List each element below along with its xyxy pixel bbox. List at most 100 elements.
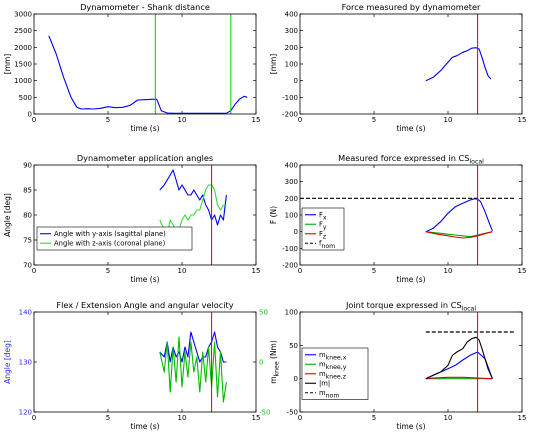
x-tick-label: 0 (298, 267, 302, 275)
axes-box (299, 311, 523, 413)
x-tick-label: 15 (252, 116, 261, 124)
x-tick-label: 0 (32, 414, 36, 422)
x-tick-label: 5 (106, 116, 110, 124)
chart-6: Joint torque expressed in CSlocal 0 5 10 15 t… (269, 300, 526, 431)
y-tick-label: 400 (285, 11, 298, 19)
y-tick-label: -200 (282, 111, 298, 119)
y-axis-label: F (N) (269, 206, 278, 224)
y-tick-label: 3000 (14, 11, 32, 19)
series-line-2 (425, 231, 493, 238)
x-tick-label: 5 (106, 414, 110, 422)
chart-3: Dynamometer application angles 0 5 10 15 time… (3, 153, 260, 284)
y-right-tick-label: -50 (259, 409, 270, 417)
series-line-1 (48, 35, 248, 114)
axes-box (299, 13, 523, 115)
y-right-tick-label: 50 (259, 309, 268, 317)
y-tick-label: 85 (23, 187, 32, 195)
legend-box (36, 226, 193, 251)
chart-title: Force measured by dynamometer (342, 2, 481, 12)
x-tick-label: 0 (32, 267, 36, 275)
x-axis-label: time (s) (396, 124, 425, 133)
legend-label: Angle with z-axis (coronal plane) (54, 240, 166, 248)
chart-title: Dynamometer - Shank distance (80, 2, 210, 12)
data-layer (300, 165, 515, 265)
chart-title: Measured force expressed in CSlocal (338, 153, 484, 166)
y-axis-label: [mm] (3, 54, 12, 75)
legend-label: mknee,z (319, 370, 346, 381)
y-axis-label: Angle [deg] (3, 193, 12, 237)
x-tick-label: 15 (518, 116, 527, 124)
data-layer (425, 312, 515, 412)
y-tick-label: 100 (285, 212, 298, 220)
x-tick-label: 0 (298, 414, 302, 422)
x-tick-label: 5 (372, 116, 376, 124)
y-right-tick-label: 0 (259, 359, 263, 367)
legend-label: Fy (319, 221, 327, 232)
x-tick-label: 5 (372, 414, 376, 422)
x-axis-label: time (s) (130, 124, 159, 133)
series-line-2 (159, 336, 227, 403)
x-tick-label: 15 (252, 267, 261, 275)
x-tick-label: 10 (444, 116, 453, 124)
y-tick-label: 120 (19, 409, 32, 417)
series-line-4 (425, 336, 493, 380)
plot-area (34, 312, 256, 412)
y-tick-label: -50 (287, 409, 298, 417)
y-tick-label: 200 (285, 195, 298, 203)
axes-box (33, 13, 257, 115)
legend-label: mnom (319, 389, 339, 400)
x-tick-label: 5 (372, 267, 376, 275)
y-tick-label: 0 (294, 375, 298, 383)
y-axis-label: mknee (Nm) (269, 340, 281, 384)
y-tick-label: 80 (23, 212, 32, 220)
x-axis-label: time (s) (396, 422, 425, 431)
y-tick-label: -200 (282, 262, 298, 270)
x-tick-label: 10 (178, 414, 187, 422)
x-tick-label: 10 (444, 267, 453, 275)
x-tick-label: 10 (178, 267, 187, 275)
y-tick-label: 140 (19, 309, 32, 317)
data-layer (159, 312, 227, 412)
x-tick-label: 15 (518, 414, 527, 422)
legend-label: |m| (319, 380, 330, 388)
y-tick-label: 70 (23, 262, 32, 270)
chart-title: Dynamometer application angles (77, 153, 213, 163)
y-tick-label: 300 (285, 27, 298, 35)
y-tick-label: 0 (294, 77, 298, 85)
series-line-1 (425, 47, 492, 82)
y-tick-label: 1500 (14, 61, 32, 69)
series-line-1 (425, 198, 493, 233)
series-line-1 (159, 331, 227, 363)
y-tick-label: -100 (282, 245, 298, 253)
y-tick-label: 2000 (14, 44, 32, 52)
x-tick-label: 5 (106, 267, 110, 275)
axes-box (33, 311, 257, 413)
y-tick-label: 1000 (14, 77, 32, 85)
series-line-3 (425, 231, 493, 239)
x-tick-label: 0 (298, 116, 302, 124)
y-axis-label: [mm] (269, 54, 278, 75)
data-layer (159, 165, 227, 265)
x-tick-label: 15 (252, 414, 261, 422)
y-tick-label: 300 (285, 178, 298, 186)
y-tick-label: 500 (19, 94, 32, 102)
legend-label: Fx (319, 211, 327, 222)
legend-label: mknee,x (319, 351, 347, 362)
y-tick-label: 0 (28, 111, 32, 119)
y-tick-label: 200 (285, 44, 298, 52)
y-axis-label: Angle [deg] (3, 340, 12, 384)
x-tick-label: 10 (444, 414, 453, 422)
y-tick-label: 400 (285, 162, 298, 170)
y-tick-label: 0 (294, 228, 298, 236)
chart-1: Dynamometer - Shank distance 0 5 10 15 time (… (3, 2, 260, 133)
legend-label: Fz (319, 230, 326, 241)
x-tick-label: 10 (178, 116, 187, 124)
legend-label: mknee,y (319, 361, 347, 372)
y-tick-label: 130 (19, 359, 32, 367)
axes-box (299, 164, 523, 266)
series-line-3 (425, 376, 493, 380)
data-layer (48, 14, 248, 114)
x-axis-label: time (s) (396, 275, 425, 284)
chart-title: Joint torque expressed in CSlocal (345, 300, 476, 313)
